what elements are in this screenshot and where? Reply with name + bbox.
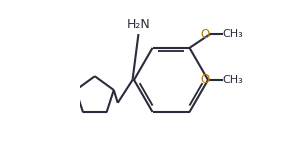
Text: O: O (200, 73, 209, 86)
Text: O: O (200, 28, 209, 41)
Text: CH₃: CH₃ (223, 75, 244, 85)
Text: CH₃: CH₃ (223, 29, 244, 39)
Text: H₂N: H₂N (127, 18, 150, 31)
